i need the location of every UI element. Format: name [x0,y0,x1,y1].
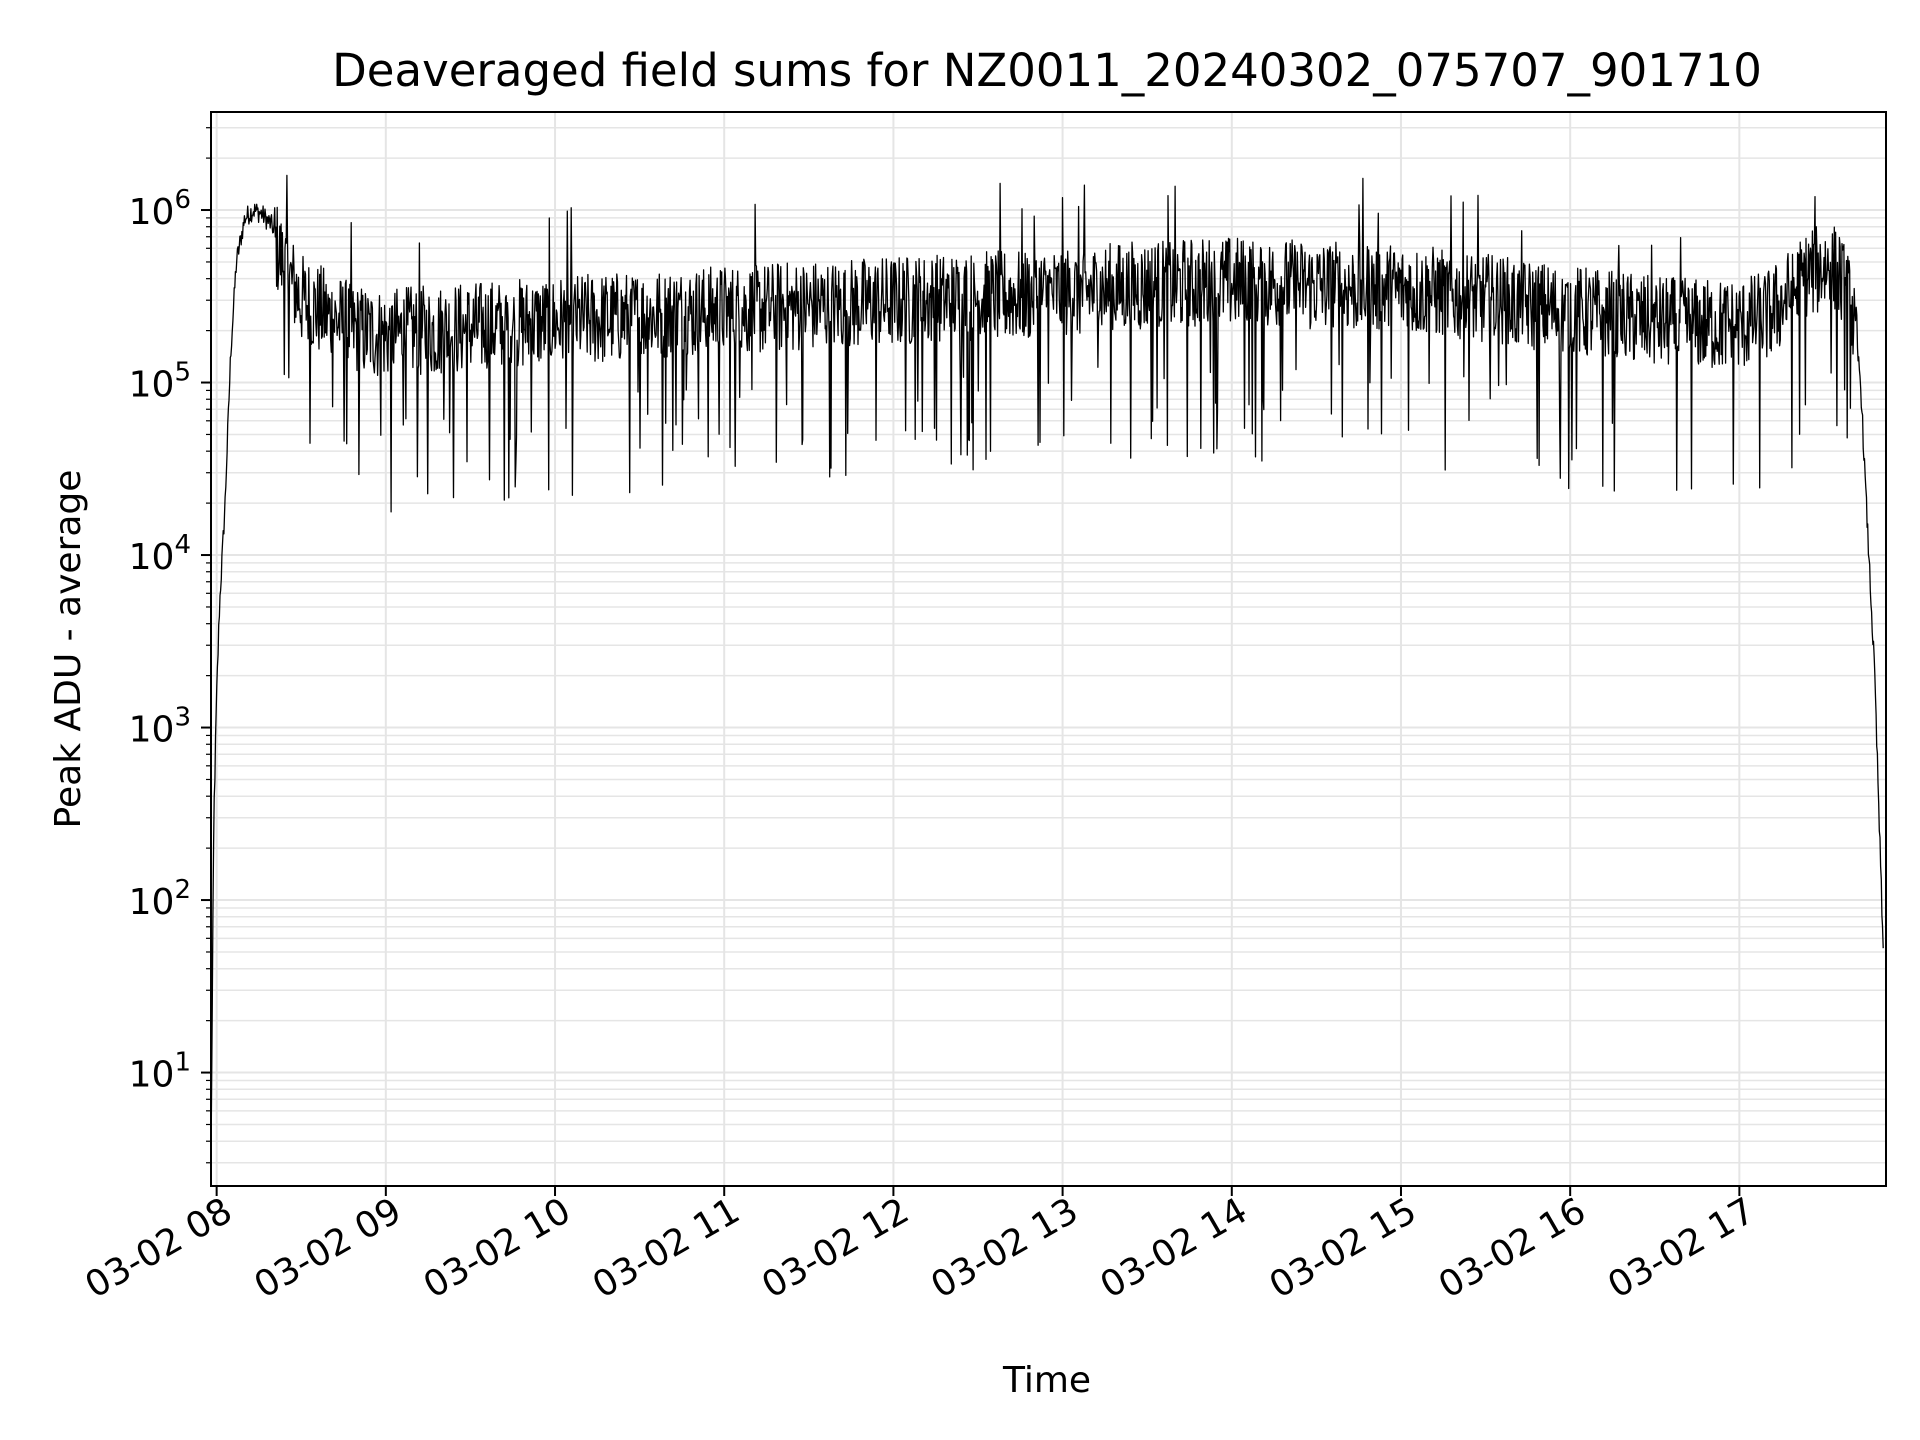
y-tick-label: 105 [129,358,191,406]
plot-frame [210,111,1887,1187]
y-tick-base: 10 [129,882,175,923]
y-tick-label: 106 [129,185,191,233]
y-tick-base: 10 [129,1055,175,1096]
y-tick-base: 10 [129,365,175,406]
y-tick-label: 103 [129,703,191,751]
y-tick-exponent: 1 [174,1048,191,1078]
y-tick-label: 104 [129,530,191,578]
x-axis-label: Time [1002,1360,1091,1401]
y-tick-label: 102 [129,875,191,923]
y-tick-base: 10 [129,537,175,578]
y-tick-exponent: 5 [174,358,191,388]
y-tick-exponent: 3 [174,703,191,733]
y-tick-exponent: 2 [174,875,191,905]
y-tick-exponent: 6 [174,185,191,215]
y-axis-label: Peak ADU - average [48,470,89,829]
y-tick-base: 10 [129,192,175,233]
series-layer [210,174,1884,1160]
y-tick-exponent: 4 [174,530,191,560]
y-tick-base: 10 [129,710,175,751]
series-line [210,174,1884,1160]
y-tick-label: 101 [129,1048,191,1096]
chart-title: Deaveraged field sums for NZ0011_2024030… [332,44,1762,97]
